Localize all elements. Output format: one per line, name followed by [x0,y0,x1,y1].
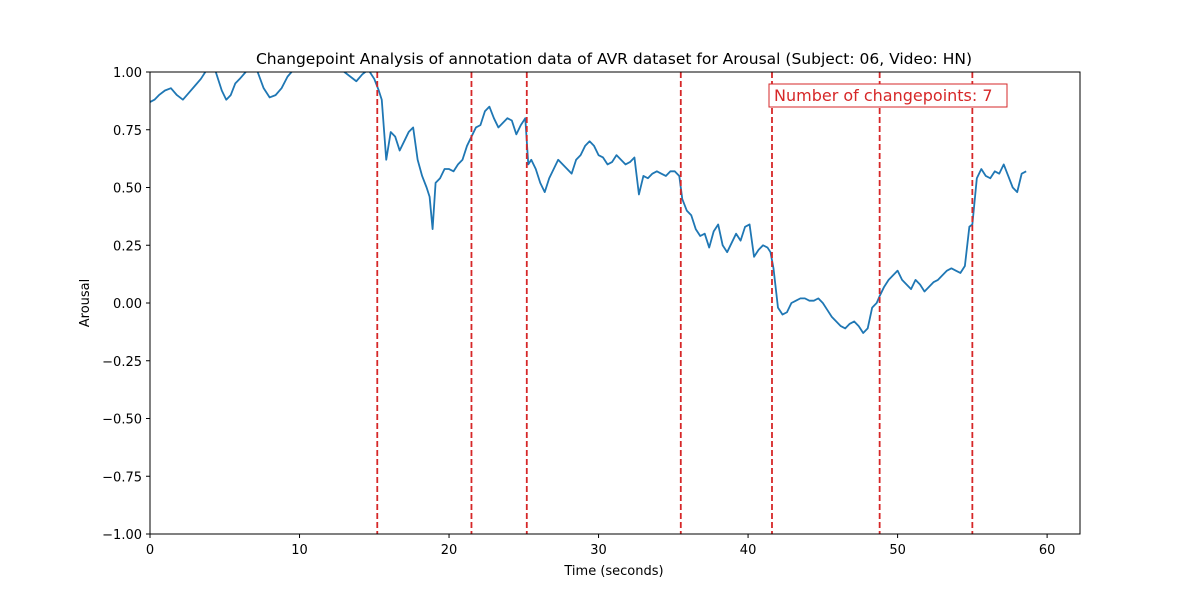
x-axis-label: Time (seconds) [563,564,663,579]
x-tick-label: 10 [291,543,308,558]
x-tick-label: 30 [590,543,607,558]
y-tick-label: 0.50 [113,182,142,197]
x-tick-label: 60 [1039,543,1056,558]
x-tick-label: 0 [146,543,154,558]
changepoint-count-annotation: Number of changepoints: 7 [768,83,1008,108]
y-axis-label: Arousal [78,279,93,328]
y-tick-label: −0.25 [102,355,142,370]
annotation-box [768,83,1008,108]
y-tick-label: 0.25 [113,239,142,254]
y-tick-label: −0.75 [102,470,142,485]
y-tick-label: 0.00 [113,297,142,312]
y-tick-label: 1.00 [113,66,142,81]
x-axis-ticks: 0 10 20 30 40 50 60 [146,534,1056,558]
x-tick-label: 50 [889,543,906,558]
x-tick-label: 40 [740,543,757,558]
x-tick-label: 20 [441,543,458,558]
y-axis-ticks: 1.00 0.75 0.50 0.25 0.00 −0.25 −0.50 −0.75 −1.00 [102,66,150,543]
chart-title: Changepoint Analysis of annotation data … [256,50,972,68]
y-tick-label: 0.75 [113,124,142,139]
y-tick-label: −1.00 [102,528,142,543]
series-line-arousal [150,72,1027,334]
y-tick-label: −0.50 [102,413,142,428]
annotation-text: Number of changepoints: 7 [774,86,993,105]
